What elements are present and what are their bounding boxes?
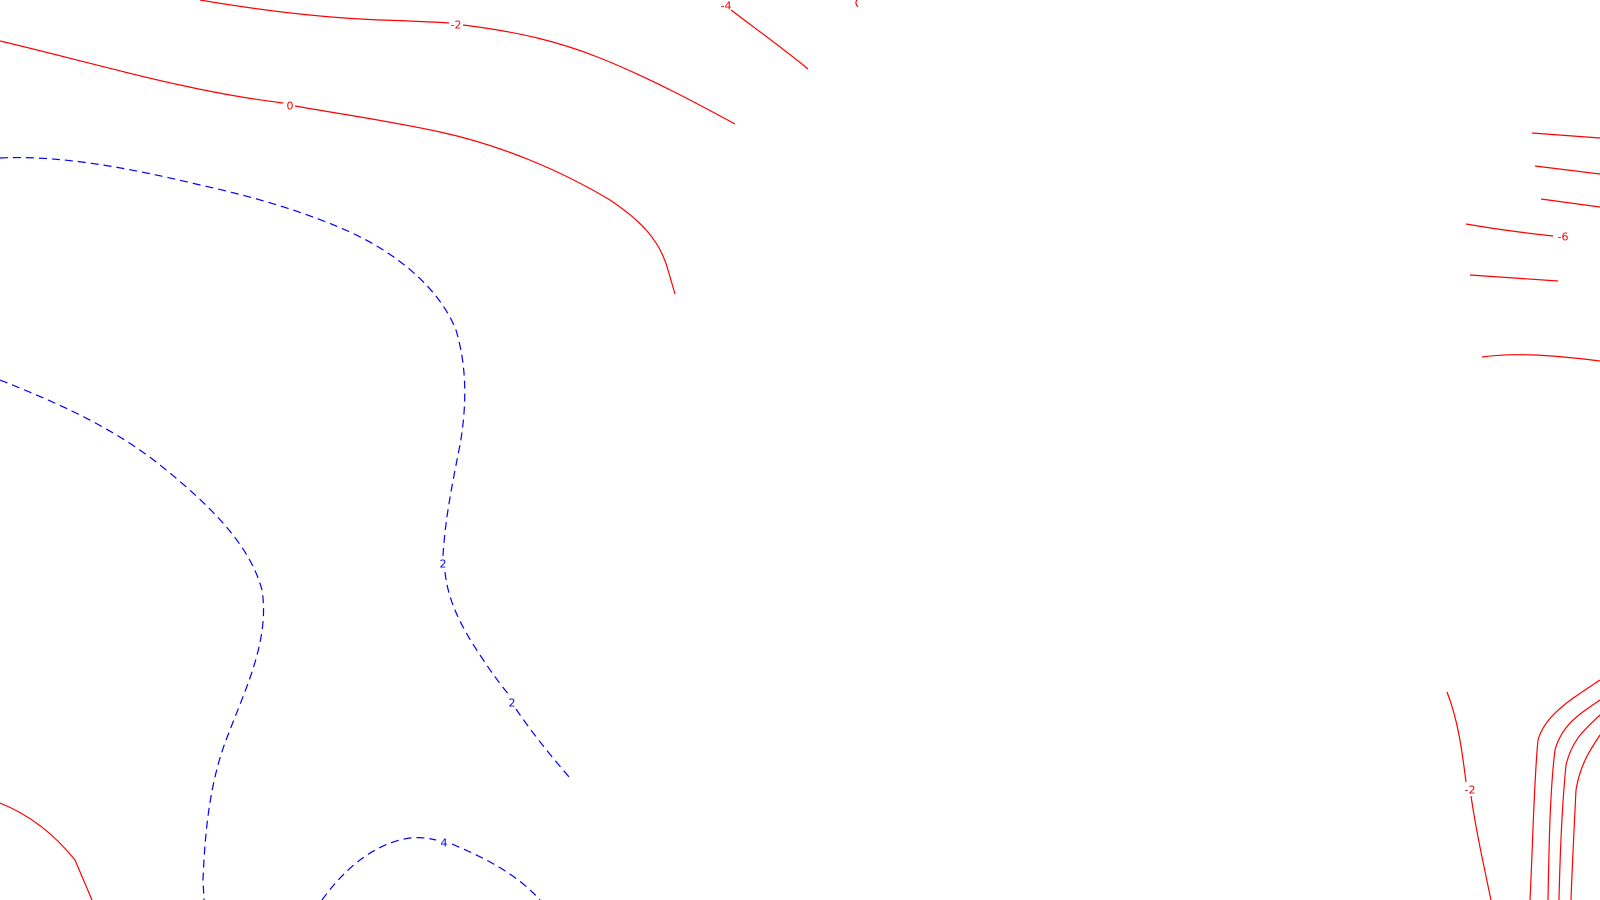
- contour-line-level-2-left: [0, 379, 265, 900]
- contour-label-level-0: 0: [287, 100, 294, 113]
- contour-line-bottom-right-inner-1: [1529, 679, 1600, 900]
- contour-line-level-minus-2-bottom-right: [1446, 691, 1492, 900]
- contour-label-level-2-b: 2: [509, 697, 516, 710]
- contour-line-right-d: [1469, 274, 1559, 282]
- contour-line-fragment-top: [855, 0, 859, 8]
- contour-line-level-2-main: [0, 157, 571, 779]
- contour-label-level-minus-6: -6: [1558, 231, 1569, 244]
- contour-line-right-c: [1540, 198, 1600, 208]
- contour-line-right-a: [1531, 132, 1600, 139]
- contour-line-right-b: [1534, 165, 1600, 175]
- contour-line-level-minus-4: [730, 9, 809, 70]
- contour-line-level-4: [321, 837, 541, 900]
- contour-label-level-minus-4: -4: [721, 0, 732, 13]
- contour-line-bottom-right-inner-3: [1558, 714, 1600, 900]
- contour-line-level-minus-2: [199, 0, 736, 125]
- contour-line-bottom-right-inner-4: [1570, 734, 1600, 900]
- contour-line-bottom-right-inner-2: [1547, 699, 1600, 900]
- contour-line-bottom-left: [0, 802, 93, 900]
- contour-label-level-minus-2-right: -2: [1465, 784, 1476, 797]
- contour-line-right-e: [1481, 354, 1600, 362]
- contour-label-level-minus-2-top: -2: [451, 19, 462, 32]
- contour-label-level-4: 4: [441, 837, 448, 850]
- contour-line-level-0: [0, 40, 676, 295]
- contour-label-level-2-a: 2: [440, 558, 447, 571]
- contour-line-level-minus-6: [1465, 223, 1554, 237]
